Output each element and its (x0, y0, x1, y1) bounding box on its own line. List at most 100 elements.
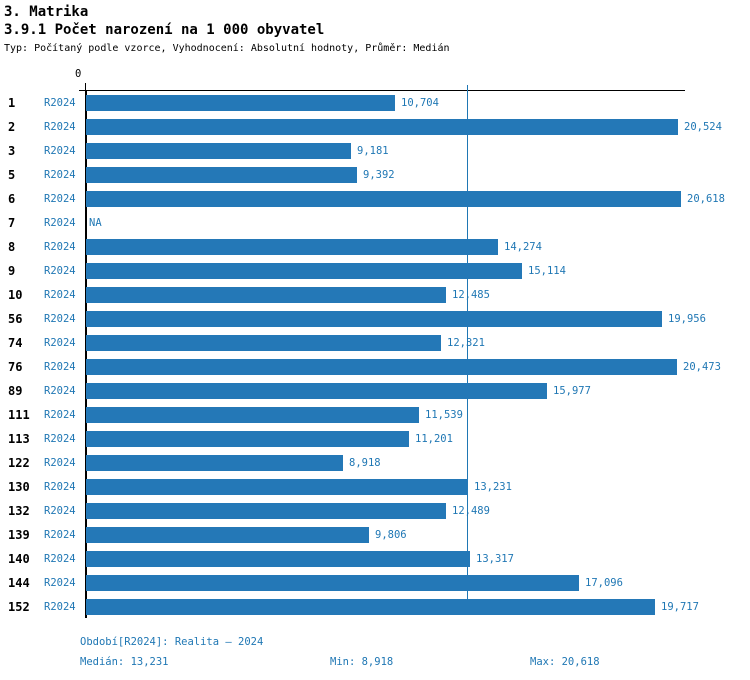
value-bar (86, 455, 343, 471)
row-id-label: 7 (8, 216, 16, 230)
chart-row: 89 R2024 15,977 (0, 379, 750, 403)
value-bar (86, 575, 579, 591)
row-id-label: 144 (8, 576, 30, 590)
bar-value-label: 9,181 (357, 145, 389, 157)
row-series-tag: R2024 (44, 169, 76, 181)
footer-max-label: Max: 20,618 (530, 656, 600, 668)
row-id-label: 6 (8, 192, 16, 206)
bar-value-label: 19,956 (668, 313, 706, 325)
row-id-label: 1 (8, 96, 16, 110)
chart-row: 76 R2024 20,473 (0, 355, 750, 379)
chart-row: 139 R2024 9,806 (0, 523, 750, 547)
footer-min-label: Min: 8,918 (330, 656, 394, 668)
bar-value-label: 12,321 (447, 337, 485, 349)
row-id-label: 113 (8, 432, 30, 446)
top-axis-line (79, 90, 685, 91)
chart-row: 122 R2024 8,918 (0, 451, 750, 475)
chart-row: 74 R2024 12,321 (0, 331, 750, 355)
bar-value-label: 11,201 (415, 433, 453, 445)
bar-value-label: 19,717 (661, 601, 699, 613)
row-id-label: 56 (8, 312, 23, 326)
row-series-tag: R2024 (44, 145, 76, 157)
row-id-label: 152 (8, 600, 30, 614)
bar-value-label: 15,977 (553, 385, 591, 397)
row-id-label: 5 (8, 168, 16, 182)
value-bar (86, 167, 357, 183)
row-series-tag: R2024 (44, 601, 76, 613)
value-bar (86, 263, 522, 279)
bar-value-label: 12,485 (452, 289, 490, 301)
row-id-label: 2 (8, 120, 16, 134)
row-series-tag: R2024 (44, 289, 76, 301)
chart-row: 3 R2024 9,181 (0, 139, 750, 163)
bar-value-label: 20,618 (687, 193, 725, 205)
bar-value-label: 13,231 (474, 481, 512, 493)
row-series-tag: R2024 (44, 553, 76, 565)
row-series-tag: R2024 (44, 385, 76, 397)
row-series-tag: R2024 (44, 529, 76, 541)
chart-row: 144 R2024 17,096 (0, 571, 750, 595)
row-id-label: 89 (8, 384, 23, 398)
chart-row: 130 R2024 13,231 (0, 475, 750, 499)
bar-value-label: 9,806 (375, 529, 407, 541)
value-bar (86, 311, 662, 327)
chart-row: 5 R2024 9,392 (0, 163, 750, 187)
value-bar (86, 335, 441, 351)
bar-value-label: 11,539 (425, 409, 463, 421)
row-series-tag: R2024 (44, 481, 76, 493)
chart-rows: 1 R2024 10,704 2 R2024 20,524 3 R2024 9,181 5 R202… (0, 91, 750, 619)
chart-row: 1 R2024 10,704 (0, 91, 750, 115)
row-series-tag: R2024 (44, 577, 76, 589)
chart-title: 3.9.1 Počet narození na 1 000 obyvatel (4, 22, 325, 38)
row-series-tag: R2024 (44, 217, 76, 229)
row-id-label: 140 (8, 552, 30, 566)
row-series-tag: R2024 (44, 337, 76, 349)
row-series-tag: R2024 (44, 361, 76, 373)
chart-row: 9 R2024 15,114 (0, 259, 750, 283)
bar-value-label: NA (89, 217, 102, 229)
chart-meta-line: Typ: Počítaný podle vzorce, Vyhodnocení:… (4, 43, 450, 54)
value-bar (86, 287, 446, 303)
bar-value-label: 17,096 (585, 577, 623, 589)
median-reference-line (467, 85, 468, 615)
value-bar (86, 551, 470, 567)
bar-value-label: 13,317 (476, 553, 514, 565)
row-series-tag: R2024 (44, 121, 76, 133)
chart-row: 111 R2024 11,539 (0, 403, 750, 427)
row-id-label: 132 (8, 504, 30, 518)
axis-zero-tick-label: 0 (75, 68, 82, 80)
row-id-label: 74 (8, 336, 23, 350)
page-title: 3. Matrika (4, 4, 89, 20)
row-series-tag: R2024 (44, 433, 76, 445)
footer-period-label: Období[R2024]: Realita – 2024 (80, 636, 264, 648)
row-id-label: 8 (8, 240, 16, 254)
footer-median-label: Medián: 13,231 (80, 656, 169, 668)
chart-row: 140 R2024 13,317 (0, 547, 750, 571)
value-bar (86, 119, 678, 135)
value-bar (86, 407, 419, 423)
value-bar (86, 191, 681, 207)
row-id-label: 9 (8, 264, 16, 278)
value-bar (86, 431, 409, 447)
row-series-tag: R2024 (44, 193, 76, 205)
value-bar (86, 479, 468, 495)
value-bar (86, 527, 369, 543)
bar-value-label: 15,114 (528, 265, 566, 277)
row-id-label: 3 (8, 144, 16, 158)
row-id-label: 76 (8, 360, 23, 374)
row-series-tag: R2024 (44, 505, 76, 517)
chart-row: 132 R2024 12,489 (0, 499, 750, 523)
row-id-label: 122 (8, 456, 30, 470)
left-axis-line (85, 90, 87, 618)
chart-row: 6 R2024 20,618 (0, 187, 750, 211)
chart-row: 7 R2024 NA (0, 211, 750, 235)
value-bar (86, 359, 677, 375)
value-bar (86, 239, 498, 255)
axis-zero-tick (85, 83, 86, 90)
chart-row: 2 R2024 20,524 (0, 115, 750, 139)
chart-row: 113 R2024 11,201 (0, 427, 750, 451)
value-bar (86, 503, 446, 519)
chart-row: 152 R2024 19,717 (0, 595, 750, 619)
chart-row: 10 R2024 12,485 (0, 283, 750, 307)
